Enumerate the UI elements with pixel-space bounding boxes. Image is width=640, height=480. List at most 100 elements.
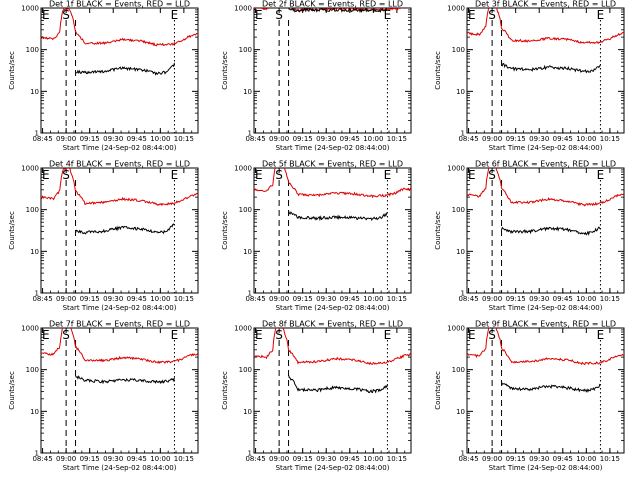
y-axis-label: Counts/sec bbox=[8, 211, 16, 250]
x-tick-label: 09:30 bbox=[316, 455, 336, 463]
time-marker-label: S bbox=[488, 8, 496, 22]
y-tick-label: 1000 bbox=[234, 5, 252, 13]
x-tick-label: 10:00 bbox=[576, 295, 596, 303]
x-tick-label: 09:15 bbox=[80, 455, 100, 463]
x-tick-label: 08:45 bbox=[32, 135, 52, 143]
plot-frame bbox=[40, 167, 199, 294]
x-tick-label: 09:15 bbox=[506, 295, 526, 303]
events-series-line bbox=[75, 62, 175, 76]
plot-frame bbox=[40, 327, 199, 454]
panel-title: Det 9f BLACK = Events, RED = LLD bbox=[475, 320, 616, 329]
x-tick-label: 09:45 bbox=[340, 295, 360, 303]
time-marker-label: S bbox=[488, 328, 496, 342]
y-axis-label: Counts/sec bbox=[8, 51, 16, 90]
x-tick-label: 08:45 bbox=[245, 295, 265, 303]
x-tick-label: 09:15 bbox=[293, 135, 313, 143]
time-marker-label: E bbox=[255, 328, 263, 342]
x-tick-label: 10:15 bbox=[174, 455, 194, 463]
x-tick-label: 09:30 bbox=[529, 295, 549, 303]
plot-frame bbox=[466, 327, 625, 454]
time-marker-label: E bbox=[255, 168, 263, 182]
events-series-line bbox=[288, 210, 388, 222]
y-tick-label: 1 bbox=[35, 450, 39, 458]
detector-panel: Det 1f BLACK = Events, RED = LLD 1 10 100 10… bbox=[8, 0, 199, 152]
y-tick-label: 10 bbox=[30, 248, 39, 256]
detector-panel: Det 8f BLACK = Events, RED = LLD 1 10 100 10… bbox=[221, 320, 412, 472]
x-axis-label: Start Time (24-Sep-02 08:44:00) bbox=[276, 144, 390, 152]
panel-title: Det 6f BLACK = Events, RED = LLD bbox=[475, 160, 616, 169]
time-marker-label: E bbox=[597, 168, 605, 182]
x-axis-label: Start Time (24-Sep-02 08:44:00) bbox=[489, 464, 603, 472]
time-marker-label: E bbox=[384, 8, 392, 22]
y-tick-label: 100 bbox=[239, 46, 252, 54]
detector-panel: Det 7f BLACK = Events, RED = LLD 1 10 100 10… bbox=[8, 320, 199, 472]
x-tick-label: 10:15 bbox=[600, 295, 620, 303]
x-tick-label: 09:15 bbox=[293, 295, 313, 303]
x-tick-label: 09:15 bbox=[80, 295, 100, 303]
y-tick-label: 10 bbox=[456, 248, 465, 256]
x-tick-label: 09:00 bbox=[56, 135, 76, 143]
lld-series-line bbox=[254, 328, 411, 366]
y-tick-label: 1000 bbox=[21, 165, 39, 173]
x-tick-label: 10:00 bbox=[150, 295, 170, 303]
time-marker-label: E bbox=[597, 8, 605, 22]
x-tick-label: 10:15 bbox=[387, 135, 407, 143]
y-axis-label: Counts/sec bbox=[8, 371, 16, 410]
panel-title: Det 5f BLACK = Events, RED = LLD bbox=[262, 160, 403, 169]
x-tick-label: 09:30 bbox=[316, 135, 336, 143]
y-tick-label: 10 bbox=[30, 408, 39, 416]
y-tick-label: 10 bbox=[243, 408, 252, 416]
x-tick-label: 10:00 bbox=[363, 135, 383, 143]
lld-series-line bbox=[467, 168, 624, 207]
plot-frame bbox=[40, 7, 199, 134]
x-tick-label: 08:45 bbox=[458, 295, 478, 303]
lld-series-line bbox=[41, 168, 198, 207]
x-axis-label: Start Time (24-Sep-02 08:44:00) bbox=[63, 464, 177, 472]
x-tick-label: 09:30 bbox=[103, 135, 123, 143]
x-tick-label: 09:00 bbox=[269, 135, 289, 143]
x-tick-label: 09:15 bbox=[80, 135, 100, 143]
time-marker-label: E bbox=[597, 328, 605, 342]
panel-title: Det 3f BLACK = Events, RED = LLD bbox=[475, 0, 616, 9]
time-marker-label: S bbox=[275, 8, 283, 22]
x-tick-label: 09:15 bbox=[293, 455, 313, 463]
x-axis-label: Start Time (24-Sep-02 08:44:00) bbox=[489, 304, 603, 312]
x-tick-label: 10:15 bbox=[174, 295, 194, 303]
y-axis-label: Counts/sec bbox=[434, 371, 442, 410]
x-tick-label: 10:00 bbox=[363, 295, 383, 303]
time-marker-label: E bbox=[468, 8, 476, 22]
x-tick-label: 10:15 bbox=[174, 135, 194, 143]
x-tick-label: 09:00 bbox=[269, 295, 289, 303]
x-tick-label: 09:45 bbox=[340, 135, 360, 143]
time-marker-label: E bbox=[171, 8, 179, 22]
events-series-line bbox=[501, 225, 601, 236]
time-marker-label: S bbox=[275, 328, 283, 342]
y-tick-label: 100 bbox=[452, 206, 465, 214]
y-tick-label: 1 bbox=[35, 130, 39, 138]
detector-panel: Det 3f BLACK = Events, RED = LLD 1 10 100 10… bbox=[434, 0, 625, 152]
x-tick-label: 09:00 bbox=[269, 455, 289, 463]
x-axis-label: Start Time (24-Sep-02 08:44:00) bbox=[276, 464, 390, 472]
y-tick-label: 1 bbox=[35, 290, 39, 298]
time-marker-label: E bbox=[468, 328, 476, 342]
x-tick-label: 09:45 bbox=[127, 455, 147, 463]
x-tick-label: 09:30 bbox=[103, 455, 123, 463]
x-tick-label: 08:45 bbox=[32, 295, 52, 303]
x-tick-label: 10:15 bbox=[600, 135, 620, 143]
time-marker-label: S bbox=[62, 168, 70, 182]
y-tick-label: 100 bbox=[26, 46, 39, 54]
x-tick-label: 08:45 bbox=[32, 455, 52, 463]
time-marker-label: E bbox=[384, 328, 392, 342]
detector-panel: Det 9f BLACK = Events, RED = LLD 1 10 100 10… bbox=[434, 320, 625, 472]
x-tick-label: 09:00 bbox=[482, 135, 502, 143]
time-marker-label: E bbox=[384, 168, 392, 182]
panel-title: Det 1f BLACK = Events, RED = LLD bbox=[49, 0, 190, 9]
y-tick-label: 1000 bbox=[21, 325, 39, 333]
y-axis-label: Counts/sec bbox=[221, 211, 229, 250]
y-tick-label: 1000 bbox=[21, 5, 39, 13]
x-tick-label: 09:45 bbox=[553, 135, 573, 143]
plot-frame bbox=[253, 7, 412, 134]
x-tick-label: 09:15 bbox=[506, 135, 526, 143]
x-tick-label: 10:00 bbox=[576, 135, 596, 143]
